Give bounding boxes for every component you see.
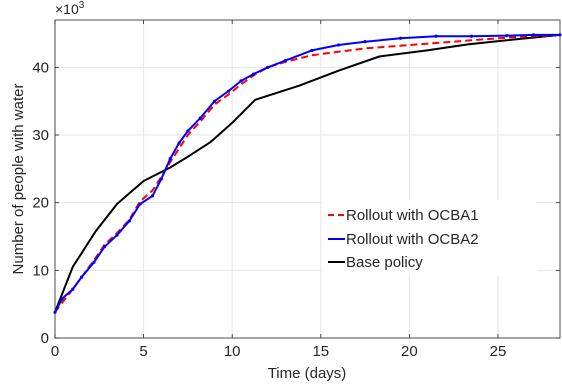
data-point-rollout-with-ocba2 <box>469 34 474 38</box>
data-point-rollout-with-ocba2 <box>177 141 181 145</box>
data-point-rollout-with-ocba2 <box>168 157 172 161</box>
legend-label-ocba2: Rollout with OCBA2 <box>346 231 479 248</box>
data-point-rollout-with-ocba2 <box>283 58 287 63</box>
data-point-rollout-with-ocba2 <box>227 89 231 93</box>
x-tick-label: 25 <box>490 343 507 360</box>
x-tick-label: 0 <box>51 343 59 360</box>
data-point-rollout-with-ocba2 <box>79 275 84 279</box>
tick-marks <box>54 20 560 339</box>
data-point-rollout-with-ocba2 <box>127 219 132 223</box>
y-multiplier-label: ×103 <box>55 0 85 17</box>
x-tick-label: 10 <box>224 343 241 360</box>
data-point-rollout-with-ocba2 <box>212 99 217 103</box>
data-point-rollout-with-ocba2 <box>505 33 509 38</box>
series-line-rollout-with-ocba1 <box>54 33 561 313</box>
tick-labels: 0 5 10 15 20 25 0 10 20 30 40 <box>32 59 506 360</box>
data-point-rollout-with-ocba2 <box>138 202 142 206</box>
data-point-rollout-with-ocba2 <box>186 129 190 133</box>
data-point-rollout-with-ocba2 <box>398 36 403 40</box>
legend-box <box>322 200 537 276</box>
x-axis-label: Time (days) <box>268 365 347 382</box>
y-tick-label: 0 <box>41 330 49 347</box>
data-point-rollout-with-ocba2 <box>115 233 119 237</box>
y-tick-label: 10 <box>32 262 49 279</box>
data-point-rollout-with-ocba2 <box>363 40 367 44</box>
data-point-rollout-with-ocba2 <box>531 33 536 37</box>
data-point-rollout-with-ocba2 <box>266 65 270 69</box>
data-point-rollout-with-ocba2 <box>92 260 96 264</box>
data-point-rollout-with-ocba2 <box>150 194 155 198</box>
data-point-rollout-with-ocba2 <box>336 43 341 47</box>
series-line-base-policy <box>54 33 561 313</box>
data-point-rollout-with-ocba2 <box>434 34 438 38</box>
y-axis-label: Number of people with water <box>10 84 27 275</box>
y-tick-label: 20 <box>32 195 49 212</box>
x-tick-label: 5 <box>139 343 147 360</box>
data-point-rollout-with-ocba2 <box>60 297 64 301</box>
y-tick-label: 40 <box>32 59 49 76</box>
y-tick-label: 30 <box>32 127 49 144</box>
data-point-rollout-with-ocba2 <box>239 79 243 83</box>
series-line-rollout-with-ocba2 <box>54 33 560 313</box>
data-point-rollout-with-ocba2 <box>310 48 314 53</box>
plot-area-background <box>55 20 560 338</box>
data-point-rollout-with-ocba2 <box>103 245 107 249</box>
legend: Rollout with OCBA1 Rollout with OCBA2 Ba… <box>322 200 537 276</box>
x-tick-label: 15 <box>312 343 329 360</box>
x-tick-label: 20 <box>401 343 418 360</box>
data-point-rollout-with-ocba2 <box>251 72 256 76</box>
data-point-rollout-with-ocba2 <box>71 287 75 291</box>
legend-label-ocba1: Rollout with OCBA1 <box>346 207 479 224</box>
legend-label-base: Base policy <box>346 254 423 271</box>
data-point-rollout-with-ocba2 <box>198 116 202 120</box>
series-layer <box>53 33 562 314</box>
plot-area-frame <box>54 19 561 339</box>
data-point-rollout-with-ocba2 <box>159 177 163 181</box>
